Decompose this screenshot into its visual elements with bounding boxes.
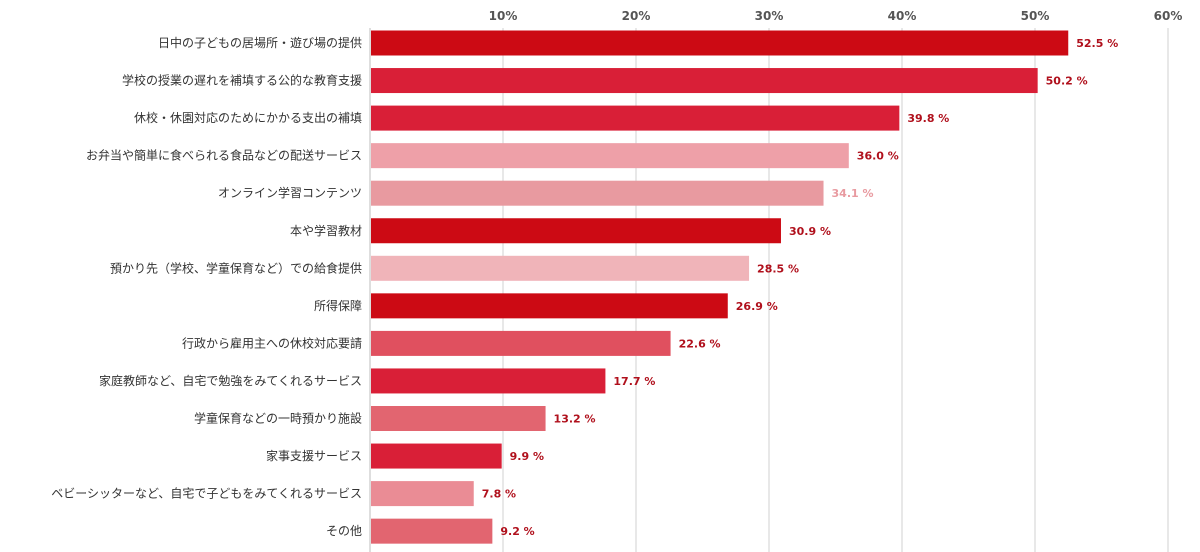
category-label: 家事支援サービス bbox=[266, 448, 362, 463]
value-label: 36.0 % bbox=[857, 150, 899, 163]
x-tick-label: 30% bbox=[755, 9, 784, 23]
x-tick-label: 60% bbox=[1154, 9, 1183, 23]
bar bbox=[371, 518, 493, 544]
x-tick-label: 40% bbox=[888, 9, 917, 23]
value-label: 13.2 % bbox=[554, 413, 596, 426]
bar bbox=[371, 105, 900, 131]
value-label: 30.9 % bbox=[789, 225, 831, 238]
value-label: 28.5 % bbox=[757, 262, 799, 275]
bar bbox=[371, 218, 781, 244]
bar bbox=[371, 481, 474, 507]
category-label: お弁当や簡単に食べられる食品などの配送サービス bbox=[86, 148, 362, 163]
category-label: 休校・休園対応のためにかかる支出の補填 bbox=[134, 110, 362, 125]
value-label: 34.1 % bbox=[832, 187, 874, 200]
value-label: 52.5 % bbox=[1076, 37, 1118, 50]
x-axis-ticks: 10% 20% 30% 40% 50% 60% bbox=[489, 9, 1183, 23]
bar bbox=[371, 406, 546, 431]
bar bbox=[371, 30, 1069, 56]
value-label: 17.7 % bbox=[613, 375, 655, 388]
bar bbox=[371, 180, 824, 206]
x-tick-label: 10% bbox=[489, 9, 518, 23]
category-label: 学童保育などの一時預かり施設 bbox=[194, 411, 362, 426]
bar bbox=[371, 443, 502, 469]
value-label: 39.8 % bbox=[907, 112, 949, 125]
category-label: 所得保障 bbox=[314, 298, 362, 313]
bar bbox=[371, 143, 849, 169]
category-label: オンライン学習コンテンツ bbox=[218, 185, 362, 200]
category-label: 行政から雇用主への休校対応要請 bbox=[182, 335, 362, 350]
category-label: 本や学習教材 bbox=[290, 223, 362, 238]
category-labels: 日中の子どもの居場所・遊び場の提供学校の授業の遅れを補填する公的な教育支援休校・… bbox=[51, 35, 362, 538]
value-label: 9.2 % bbox=[500, 525, 534, 538]
value-label: 22.6 % bbox=[679, 337, 721, 350]
value-label: 26.9 % bbox=[736, 300, 778, 313]
value-label: 50.2 % bbox=[1046, 75, 1088, 88]
bars bbox=[371, 30, 1069, 544]
category-label: 家庭教師など、自宅で勉強をみてくれるサービス bbox=[99, 373, 362, 388]
bar bbox=[371, 68, 1038, 94]
bar bbox=[371, 255, 750, 281]
value-labels: 52.5 % 50.2 % 39.8 % 36.0 % 34.1 % 30.9 % 28.5… bbox=[482, 37, 1119, 538]
bar bbox=[371, 293, 728, 319]
bar bbox=[371, 330, 671, 356]
category-label: 学校の授業の遅れを補填する公的な教育支援 bbox=[122, 73, 362, 88]
bar bbox=[371, 368, 606, 394]
x-tick-label: 20% bbox=[622, 9, 651, 23]
category-label: その他 bbox=[326, 524, 362, 538]
category-label: ベビーシッターなど、自宅で子どもをみてくれるサービス bbox=[51, 486, 362, 501]
value-label: 9.9 % bbox=[510, 450, 544, 463]
value-label: 7.8 % bbox=[482, 488, 516, 501]
x-tick-label: 50% bbox=[1021, 9, 1050, 23]
category-label: 日中の子どもの居場所・遊び場の提供 bbox=[158, 35, 362, 50]
category-label: 預かり先（学校、学童保育など）での給食提供 bbox=[110, 260, 362, 275]
